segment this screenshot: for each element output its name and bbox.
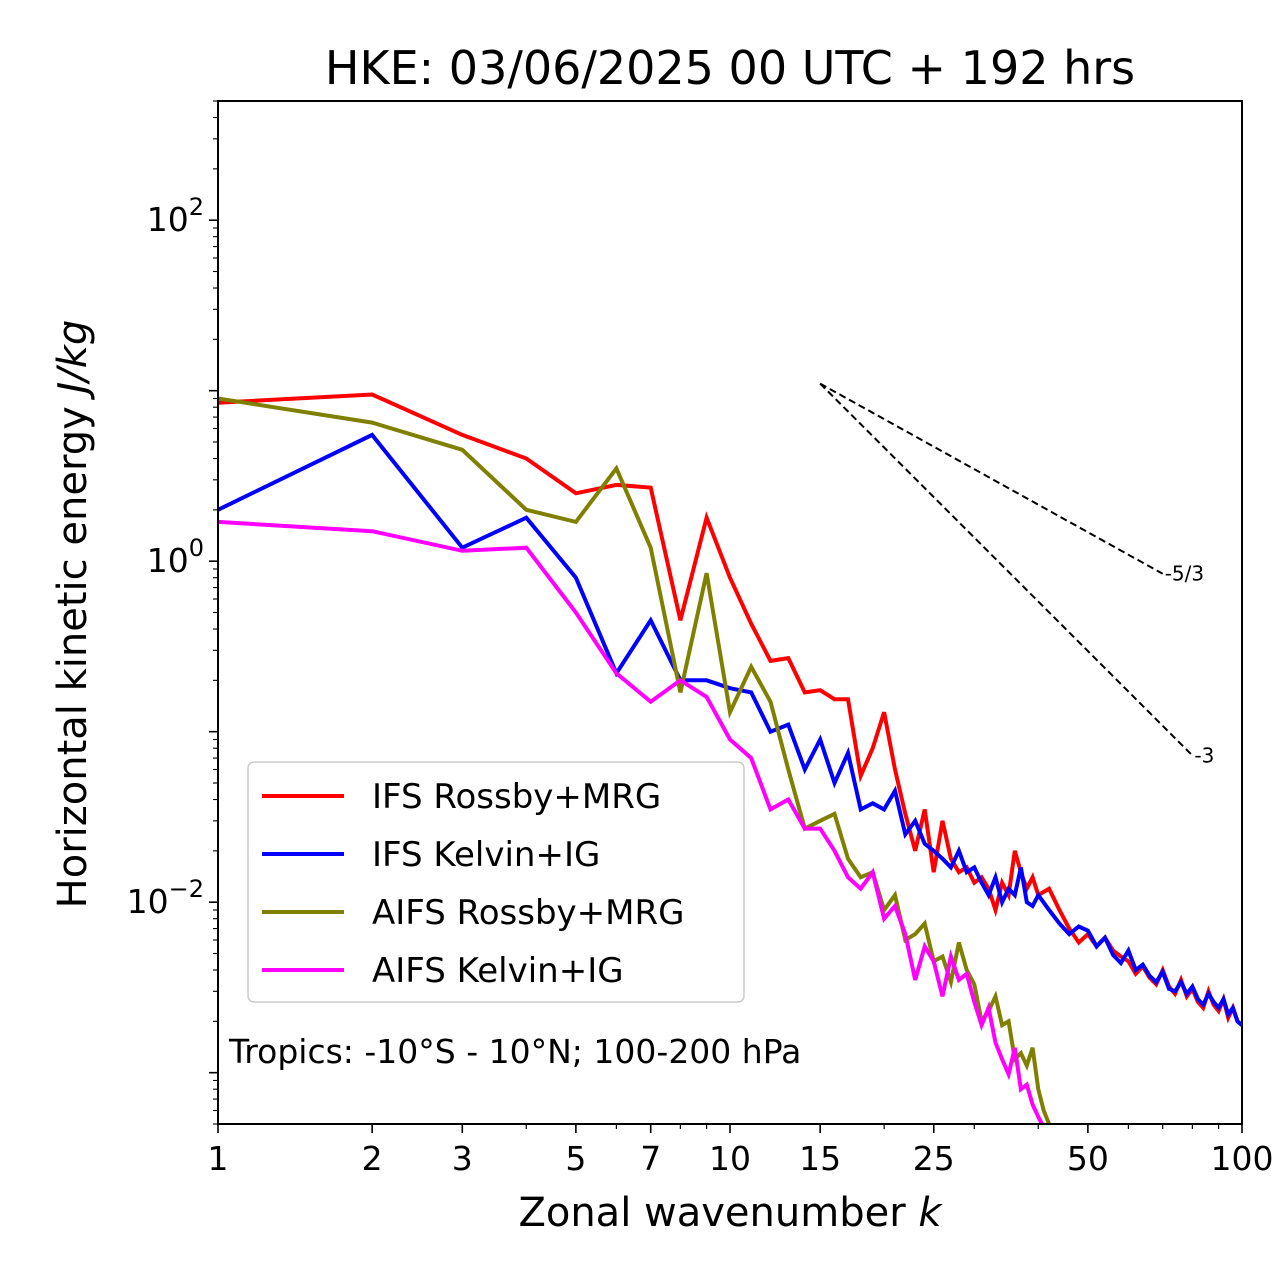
x-tick-label: 7 [640, 1139, 661, 1178]
x-tick-label: 10 [709, 1139, 751, 1178]
x-tick-label: 2 [362, 1139, 383, 1178]
legend-box [247, 761, 745, 1003]
x-axis-ticks: 1 2 3 5 7 10 15 25 50 100 [208, 1124, 1274, 1178]
x-tick-label: 15 [799, 1139, 841, 1178]
y-tick-exponent: 2 [189, 193, 204, 221]
x-tick-label: 25 [913, 1139, 955, 1178]
reference-slopes: -5/3 -3 [819, 382, 1214, 767]
x-axis-variable: k [918, 1190, 943, 1236]
y-axis-label: Horizontal kinetic energy [50, 406, 96, 908]
legend-label-0: IFS Rossby+MRG [372, 777, 661, 817]
slope-label-0: -5/3 [1165, 562, 1204, 586]
series-group [218, 392, 1242, 1124]
legend-label-2: AIFS Rossby+MRG [372, 893, 684, 933]
chart-title: HKE: 03/06/2025 00 UTC + 192 hrs [325, 41, 1135, 95]
slope-label-1: -3 [1194, 743, 1214, 767]
slope-line-0 [819, 382, 1164, 575]
y-tick-base: 10 [147, 200, 189, 239]
x-axis-label: Zonal wavenumber [518, 1190, 906, 1236]
legend-label-1: IFS Kelvin+IG [372, 835, 600, 875]
x-tick-label: 50 [1067, 1139, 1109, 1178]
x-tick-label: 3 [452, 1139, 473, 1178]
y-tick-base: 10 [147, 541, 189, 580]
y-tick-exponent: −2 [169, 875, 204, 903]
x-tick-label: 5 [565, 1139, 586, 1178]
legend: IFS Rossby+MRG IFS Kelvin+IG AIFS Rossby+M… [247, 761, 745, 1003]
region-annotation: Tropics: -10°S - 10°N; 100-200 hPa [228, 1032, 801, 1071]
y-tick-label: 102 [147, 193, 204, 239]
slope-line-1 [819, 382, 1194, 757]
y-tick-base: 10 [127, 882, 169, 921]
series-line-3 [218, 519, 1045, 1124]
x-tick-label: 100 [1211, 1139, 1274, 1178]
y-tick-label: 10−2 [127, 875, 204, 921]
x-tick-label: 1 [208, 1139, 229, 1178]
y-tick-label: 100 [147, 534, 204, 580]
y-axis-unit: J/kg [50, 320, 96, 401]
y-tick-exponent: 0 [189, 534, 204, 562]
x-axis-title: Zonal wavenumber k [518, 1190, 943, 1236]
y-axis-title: Horizontal kinetic energy J/kg [50, 320, 96, 909]
legend-label-3: AIFS Kelvin+IG [372, 951, 624, 991]
series-line-2 [218, 396, 1052, 1124]
